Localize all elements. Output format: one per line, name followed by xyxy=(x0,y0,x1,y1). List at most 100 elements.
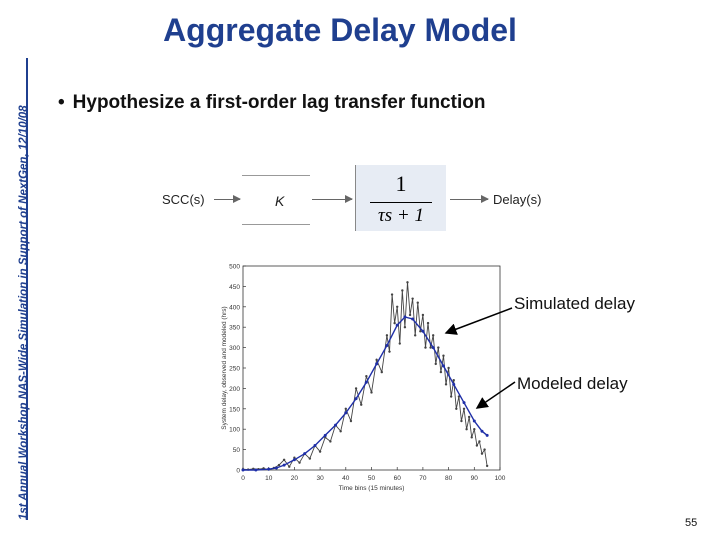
modeled-point xyxy=(323,433,327,437)
simulated-point xyxy=(393,321,396,325)
diagram-output-label: Delay(s) xyxy=(493,192,542,207)
modeled-annotation: Modeled delay xyxy=(517,374,628,393)
modeled-point xyxy=(411,317,415,321)
simulated-point xyxy=(385,334,389,337)
x-tick-label: 0 xyxy=(241,475,245,482)
plot-frame xyxy=(242,265,501,471)
modeled-point xyxy=(375,362,379,366)
y-tick-label: 150 xyxy=(229,406,240,413)
simulated-point xyxy=(339,430,342,433)
modeled-point xyxy=(385,344,389,348)
simulated-point xyxy=(308,457,312,460)
simulated-point xyxy=(462,407,466,410)
y-tick-label: 0 xyxy=(236,468,240,475)
simulated-point xyxy=(396,305,399,308)
modeled-point xyxy=(452,382,456,386)
sidebar-rule xyxy=(6,58,28,520)
simulated-point xyxy=(475,444,479,447)
y-tick-label: 500 xyxy=(229,264,240,271)
x-tick-label: 30 xyxy=(316,475,324,482)
simulated-point xyxy=(467,415,471,419)
y-tick-label: 100 xyxy=(229,427,240,434)
simulated-point xyxy=(329,440,332,443)
simulated-point xyxy=(318,450,322,453)
modeled-point xyxy=(274,466,278,470)
simulated-point xyxy=(406,281,409,284)
simulated-point xyxy=(483,448,486,451)
y-tick-label: 400 xyxy=(229,304,240,311)
diagram-arrow-in xyxy=(214,195,241,203)
y-tick-label: 350 xyxy=(229,325,240,332)
simulated-point xyxy=(421,313,425,317)
x-tick-label: 90 xyxy=(471,475,479,482)
simulated-point xyxy=(465,428,468,431)
modeled-point xyxy=(485,433,489,437)
simulated-point xyxy=(354,387,358,390)
bullet-item: • Hypothesize a first-order lag transfer … xyxy=(58,92,485,114)
simulated-point xyxy=(293,456,296,459)
diagram-input-label: SCC(s) xyxy=(162,192,205,207)
simulated-point xyxy=(455,407,458,410)
simulated-point xyxy=(380,370,383,374)
modeled-point xyxy=(441,364,445,368)
page-number: 55 xyxy=(685,517,698,529)
simulated-point xyxy=(444,383,448,386)
simulated-point xyxy=(447,366,450,370)
modeled-point xyxy=(267,467,271,471)
simulated-point xyxy=(413,334,417,337)
simulated-point xyxy=(437,346,440,349)
modeled-point xyxy=(303,452,307,456)
bullet-text: Hypothesize a first-order lag transfer f… xyxy=(72,92,486,113)
simulated-point xyxy=(408,313,412,317)
simulated-point xyxy=(370,391,373,394)
simulated-point xyxy=(277,463,281,467)
simulated-point xyxy=(449,395,453,398)
diagram-arrow-mid xyxy=(312,195,353,203)
simulated-point xyxy=(478,440,481,443)
x-tick-label: 50 xyxy=(368,475,376,482)
simulated-point xyxy=(398,342,401,345)
simulated-point xyxy=(401,289,404,292)
modeled-point xyxy=(241,468,245,472)
y-tick-label: 200 xyxy=(229,386,240,393)
simulated-point xyxy=(288,465,291,468)
simulated-point xyxy=(388,350,391,353)
x-tick-label: 80 xyxy=(445,475,453,482)
simulated-point xyxy=(282,458,286,461)
modeled-point xyxy=(354,397,358,401)
simulated-point xyxy=(419,330,422,333)
modeled-point xyxy=(344,411,348,415)
simulated-point xyxy=(452,379,455,382)
y-axis-label: System delay, observed and modeled (hrs) xyxy=(221,306,228,429)
simulated-point xyxy=(344,407,347,410)
x-tick-label: 60 xyxy=(394,475,402,482)
modeled-point xyxy=(480,429,484,433)
modeled-point xyxy=(364,380,368,384)
modeled-point xyxy=(282,463,286,467)
simulated-delay-line xyxy=(242,282,488,471)
simulated-point xyxy=(439,370,443,374)
simulated-point xyxy=(431,334,435,337)
sidebar-caption: 1st Annual Workshop NAS-Wide Simulation … xyxy=(18,105,30,520)
tf-numerator: 1 xyxy=(395,171,407,196)
modeled-delay-line xyxy=(243,316,488,471)
simulated-point xyxy=(460,419,463,423)
simulated-point xyxy=(473,428,476,431)
simulated-point xyxy=(485,464,489,468)
simulated-point xyxy=(403,326,407,329)
simulated-point xyxy=(442,354,445,357)
simulated-point xyxy=(429,346,432,349)
delay-chart: 0 10 20 30 40 50 60 70 80 90 100 0 50 100 150 200 250 300… xyxy=(218,258,518,523)
modeled-point xyxy=(292,458,296,462)
x-axis-label: Time bins (15 minutes) xyxy=(339,485,405,492)
x-tick-label: 70 xyxy=(419,475,427,482)
modeled-point xyxy=(334,423,338,427)
simulated-annotation: Simulated delay xyxy=(514,294,635,313)
gain-label: K xyxy=(275,193,285,209)
simulated-point xyxy=(480,452,484,455)
simulated-point xyxy=(349,419,353,423)
y-tick-label: 450 xyxy=(229,284,240,291)
simulated-point xyxy=(360,403,363,406)
y-tick-label: 250 xyxy=(229,366,240,373)
x-tick-label: 40 xyxy=(342,475,350,482)
